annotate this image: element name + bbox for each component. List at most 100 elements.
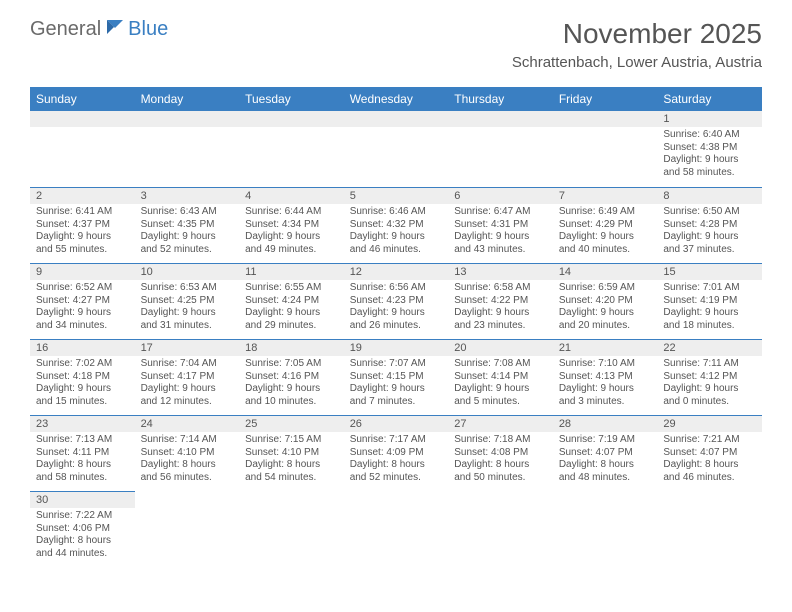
sunset-text: Sunset: 4:23 PM — [350, 295, 443, 308]
sunset-text: Sunset: 4:06 PM — [36, 523, 129, 536]
calendar-body: 1 Sunrise: 6:40 AMSunset: 4:38 PM Daylight… — [30, 111, 762, 567]
sunrise-text: Sunrise: 7:08 AM — [454, 358, 547, 371]
sunrise-text: Sunrise: 6:40 AM — [663, 129, 756, 142]
calendar-cell: 5Sunrise: 6:46 AMSunset: 4:32 PMDaylight… — [344, 187, 449, 263]
sunrise-text: Sunrise: 7:15 AM — [245, 434, 338, 447]
sunset-text: Sunset: 4:37 PM — [36, 219, 129, 232]
daylight-text: Daylight: 9 hours and 31 minutes. — [141, 307, 234, 332]
calendar-week: 16Sunrise: 7:02 AMSunset: 4:18 PMDayligh… — [30, 339, 762, 415]
day-number: 1 — [657, 111, 762, 127]
day-header: Wednesday — [344, 87, 449, 111]
sunrise-text: Sunrise: 6:50 AM — [663, 206, 756, 219]
sunset-text: Sunset: 4:27 PM — [36, 295, 129, 308]
day-data: Sunrise: 6:50 AMSunset: 4:28 PMDaylight:… — [657, 204, 762, 260]
day-number: 19 — [344, 339, 449, 356]
sunset-text: Sunset: 4:07 PM — [559, 447, 652, 460]
calendar-cell: 15Sunrise: 7:01 AMSunset: 4:19 PMDayligh… — [657, 263, 762, 339]
day-data: Sunrise: 7:14 AMSunset: 4:10 PMDaylight:… — [135, 432, 240, 488]
daylight-text: Daylight: 9 hours and 18 minutes. — [663, 307, 756, 332]
daylight-text: Daylight: 9 hours and 43 minutes. — [454, 231, 547, 256]
title-block: November 2025 Schrattenbach, Lower Austr… — [512, 18, 762, 71]
day-data: Sunrise: 6:56 AMSunset: 4:23 PMDaylight:… — [344, 280, 449, 336]
day-number: 6 — [448, 187, 553, 204]
sunset-text: Sunset: 4:10 PM — [245, 447, 338, 460]
sunset-text: Sunset: 4:12 PM — [663, 371, 756, 384]
day-data: Sunrise: 6:59 AMSunset: 4:20 PMDaylight:… — [553, 280, 658, 336]
sunrise-text: Sunrise: 7:10 AM — [559, 358, 652, 371]
day-number: 25 — [239, 415, 344, 432]
daylight-text: Daylight: 9 hours and 20 minutes. — [559, 307, 652, 332]
daylight-text: Daylight: 9 hours and 5 minutes. — [454, 383, 547, 408]
sunrise-text: Sunrise: 7:02 AM — [36, 358, 129, 371]
day-number: 30 — [30, 491, 135, 508]
daylight-text: Daylight: 9 hours and 34 minutes. — [36, 307, 129, 332]
daylight-text: Daylight: 9 hours and 40 minutes. — [559, 231, 652, 256]
day-number: 26 — [344, 415, 449, 432]
sunset-text: Sunset: 4:28 PM — [663, 219, 756, 232]
calendar-cell: 20Sunrise: 7:08 AMSunset: 4:14 PMDayligh… — [448, 339, 553, 415]
sunset-text: Sunset: 4:15 PM — [350, 371, 443, 384]
month-title: November 2025 — [512, 18, 762, 50]
sunset-text: Sunset: 4:38 PM — [663, 142, 756, 155]
calendar-cell: 25Sunrise: 7:15 AMSunset: 4:10 PMDayligh… — [239, 415, 344, 491]
day-header: Thursday — [448, 87, 553, 111]
sunrise-text: Sunrise: 6:49 AM — [559, 206, 652, 219]
calendar-cell: 2Sunrise: 6:41 AMSunset: 4:37 PMDaylight… — [30, 187, 135, 263]
daylight-text: Daylight: 9 hours and 12 minutes. — [141, 383, 234, 408]
sunrise-text: Sunrise: 7:01 AM — [663, 282, 756, 295]
day-number: 10 — [135, 263, 240, 280]
calendar-cell: 9Sunrise: 6:52 AMSunset: 4:27 PMDaylight… — [30, 263, 135, 339]
calendar-cell — [30, 111, 135, 187]
sunset-text: Sunset: 4:25 PM — [141, 295, 234, 308]
day-number: 14 — [553, 263, 658, 280]
daylight-text: Daylight: 8 hours and 54 minutes. — [245, 459, 338, 484]
sunset-text: Sunset: 4:32 PM — [350, 219, 443, 232]
empty-daynum — [344, 111, 449, 127]
calendar-cell: 10Sunrise: 6:53 AMSunset: 4:25 PMDayligh… — [135, 263, 240, 339]
daylight-text: Daylight: 9 hours and 52 minutes. — [141, 231, 234, 256]
day-number: 29 — [657, 415, 762, 432]
calendar-cell: 19Sunrise: 7:07 AMSunset: 4:15 PMDayligh… — [344, 339, 449, 415]
sunrise-text: Sunrise: 7:21 AM — [663, 434, 756, 447]
day-data: Sunrise: 7:05 AMSunset: 4:16 PMDaylight:… — [239, 356, 344, 412]
day-header: Sunday — [30, 87, 135, 111]
day-data: Sunrise: 6:55 AMSunset: 4:24 PMDaylight:… — [239, 280, 344, 336]
sunrise-text: Sunrise: 7:18 AM — [454, 434, 547, 447]
day-data: Sunrise: 7:01 AMSunset: 4:19 PMDaylight:… — [657, 280, 762, 336]
calendar-head: SundayMondayTuesdayWednesdayThursdayFrid… — [30, 87, 762, 111]
calendar-cell: 13Sunrise: 6:58 AMSunset: 4:22 PMDayligh… — [448, 263, 553, 339]
calendar-cell: 11Sunrise: 6:55 AMSunset: 4:24 PMDayligh… — [239, 263, 344, 339]
day-header: Saturday — [657, 87, 762, 111]
day-header: Monday — [135, 87, 240, 111]
calendar-cell — [553, 491, 658, 567]
sunset-text: Sunset: 4:10 PM — [141, 447, 234, 460]
sunrise-text: Sunrise: 6:52 AM — [36, 282, 129, 295]
day-data: Sunrise: 7:11 AMSunset: 4:12 PMDaylight:… — [657, 356, 762, 412]
day-data: Sunrise: 6:49 AMSunset: 4:29 PMDaylight:… — [553, 204, 658, 260]
sunset-text: Sunset: 4:24 PM — [245, 295, 338, 308]
calendar-cell — [553, 111, 658, 187]
sunset-text: Sunset: 4:14 PM — [454, 371, 547, 384]
daylight-text: Daylight: 9 hours and 0 minutes. — [663, 383, 756, 408]
sunrise-text: Sunrise: 6:46 AM — [350, 206, 443, 219]
day-data: Sunrise: 7:19 AMSunset: 4:07 PMDaylight:… — [553, 432, 658, 488]
empty-daynum — [30, 111, 135, 127]
sunrise-text: Sunrise: 6:59 AM — [559, 282, 652, 295]
sunrise-text: Sunrise: 6:58 AM — [454, 282, 547, 295]
day-data: Sunrise: 7:15 AMSunset: 4:10 PMDaylight:… — [239, 432, 344, 488]
sunset-text: Sunset: 4:19 PM — [663, 295, 756, 308]
day-data: Sunrise: 7:02 AMSunset: 4:18 PMDaylight:… — [30, 356, 135, 412]
sunrise-text: Sunrise: 7:13 AM — [36, 434, 129, 447]
calendar-cell: 14Sunrise: 6:59 AMSunset: 4:20 PMDayligh… — [553, 263, 658, 339]
brand-text-1: General — [30, 18, 101, 41]
calendar-cell — [135, 491, 240, 567]
day-data: Sunrise: 7:08 AMSunset: 4:14 PMDaylight:… — [448, 356, 553, 412]
daylight-text: Daylight: 9 hours and 15 minutes. — [36, 383, 129, 408]
day-number: 23 — [30, 415, 135, 432]
sunrise-text: Sunrise: 7:19 AM — [559, 434, 652, 447]
calendar-cell — [448, 491, 553, 567]
day-number: 4 — [239, 187, 344, 204]
calendar-cell: 21Sunrise: 7:10 AMSunset: 4:13 PMDayligh… — [553, 339, 658, 415]
daylight-text: Daylight: 9 hours and 23 minutes. — [454, 307, 547, 332]
sunrise-text: Sunrise: 7:04 AM — [141, 358, 234, 371]
